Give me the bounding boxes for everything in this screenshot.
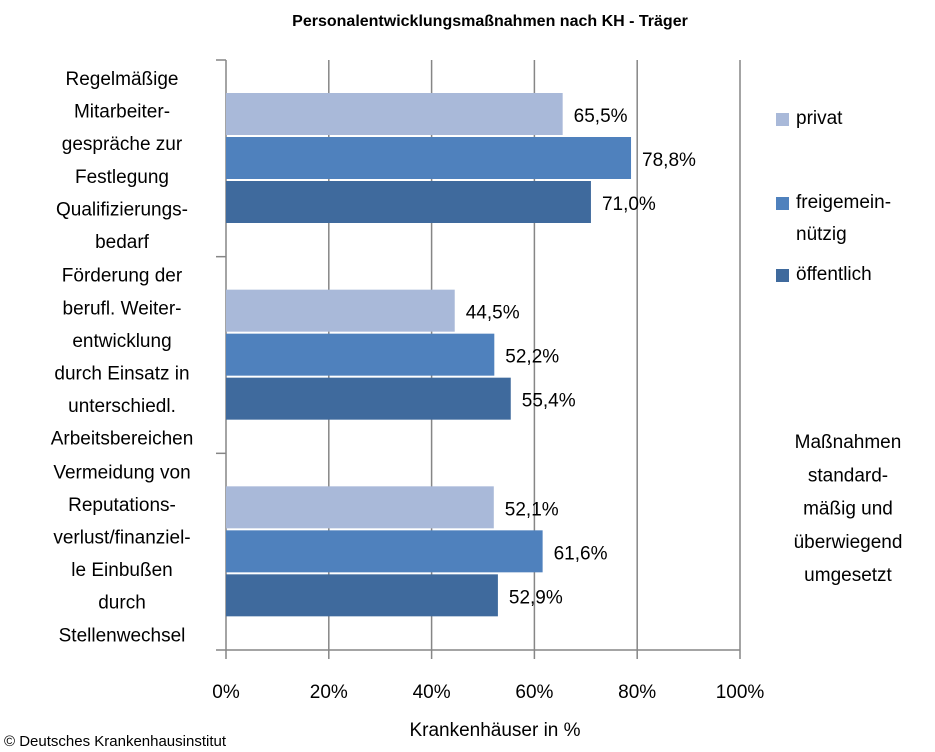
- y-tick-label: le Einbußen: [71, 560, 172, 581]
- value-label: 61,6%: [554, 543, 608, 564]
- y-tick-label: entwicklung: [72, 331, 171, 352]
- annotation: Maßnahmen: [795, 432, 902, 453]
- y-tick-label: durch Einsatz in: [54, 363, 189, 384]
- y-tick-label: Mitarbeiter-: [74, 102, 170, 123]
- legend-swatch: [776, 197, 789, 210]
- y-tick-label: durch: [98, 593, 146, 614]
- value-label: 71,0%: [602, 194, 656, 215]
- x-tick-label: 60%: [515, 682, 553, 703]
- y-tick-label: bedarf: [95, 232, 150, 253]
- x-tick-label: 20%: [310, 682, 348, 703]
- value-label: 65,5%: [574, 106, 628, 127]
- bar: [226, 181, 591, 223]
- value-label: 55,4%: [522, 391, 576, 412]
- annotation: mäßig und: [803, 499, 893, 520]
- y-tick-label: Arbeitsbereichen: [51, 429, 194, 450]
- y-tick-label: Reputations-: [68, 495, 176, 516]
- x-tick-label: 80%: [618, 682, 656, 703]
- bar: [226, 530, 543, 573]
- value-label: 78,8%: [642, 150, 696, 171]
- y-tick-label: gespräche zur: [62, 134, 183, 155]
- x-axis-label: Krankenhäuser in %: [409, 720, 580, 741]
- x-tick-label: 40%: [413, 682, 451, 703]
- legend-label: öffentlich: [796, 264, 872, 285]
- y-tick-label: berufl. Weiter-: [63, 298, 182, 319]
- legend-label: freigemein-nützig: [796, 192, 892, 245]
- x-tick-label: 100%: [716, 682, 765, 703]
- legend-swatch: [776, 113, 789, 126]
- bar: [226, 289, 455, 332]
- annotation: umgesetzt: [804, 565, 892, 586]
- value-label: 44,5%: [466, 303, 520, 324]
- y-tick-label: Qualifizierungs-: [56, 199, 188, 220]
- value-label: 52,9%: [509, 587, 563, 608]
- source: © Deutsches Krankenhausinstitut: [4, 733, 227, 750]
- y-tick-label: verlust/finanziel-: [53, 528, 190, 549]
- bar: [226, 574, 498, 617]
- y-tick-label: Vermeidung von: [53, 462, 190, 483]
- annotation: überwiegend: [794, 532, 903, 553]
- value-label: 52,2%: [505, 347, 559, 368]
- value-label: 52,1%: [505, 499, 559, 520]
- x-tick-label: 0%: [212, 682, 240, 703]
- y-tick-label: Regelmäßige: [66, 69, 179, 90]
- annotation: standard-: [808, 465, 888, 486]
- chart-title: Personalentwicklungsmaßnahmen nach KH - …: [292, 13, 688, 30]
- bar: [226, 93, 563, 135]
- y-tick-label: Stellenwechsel: [59, 625, 186, 646]
- bar: [226, 486, 494, 529]
- legend-label: privat: [796, 108, 843, 129]
- legend-swatch: [776, 269, 789, 282]
- bar: [226, 333, 495, 376]
- y-tick-label: Festlegung: [75, 167, 169, 188]
- bar: [226, 137, 632, 179]
- y-tick-label: Förderung der: [62, 266, 183, 287]
- bar: [226, 377, 511, 420]
- y-tick-label: unterschiedl.: [68, 396, 176, 417]
